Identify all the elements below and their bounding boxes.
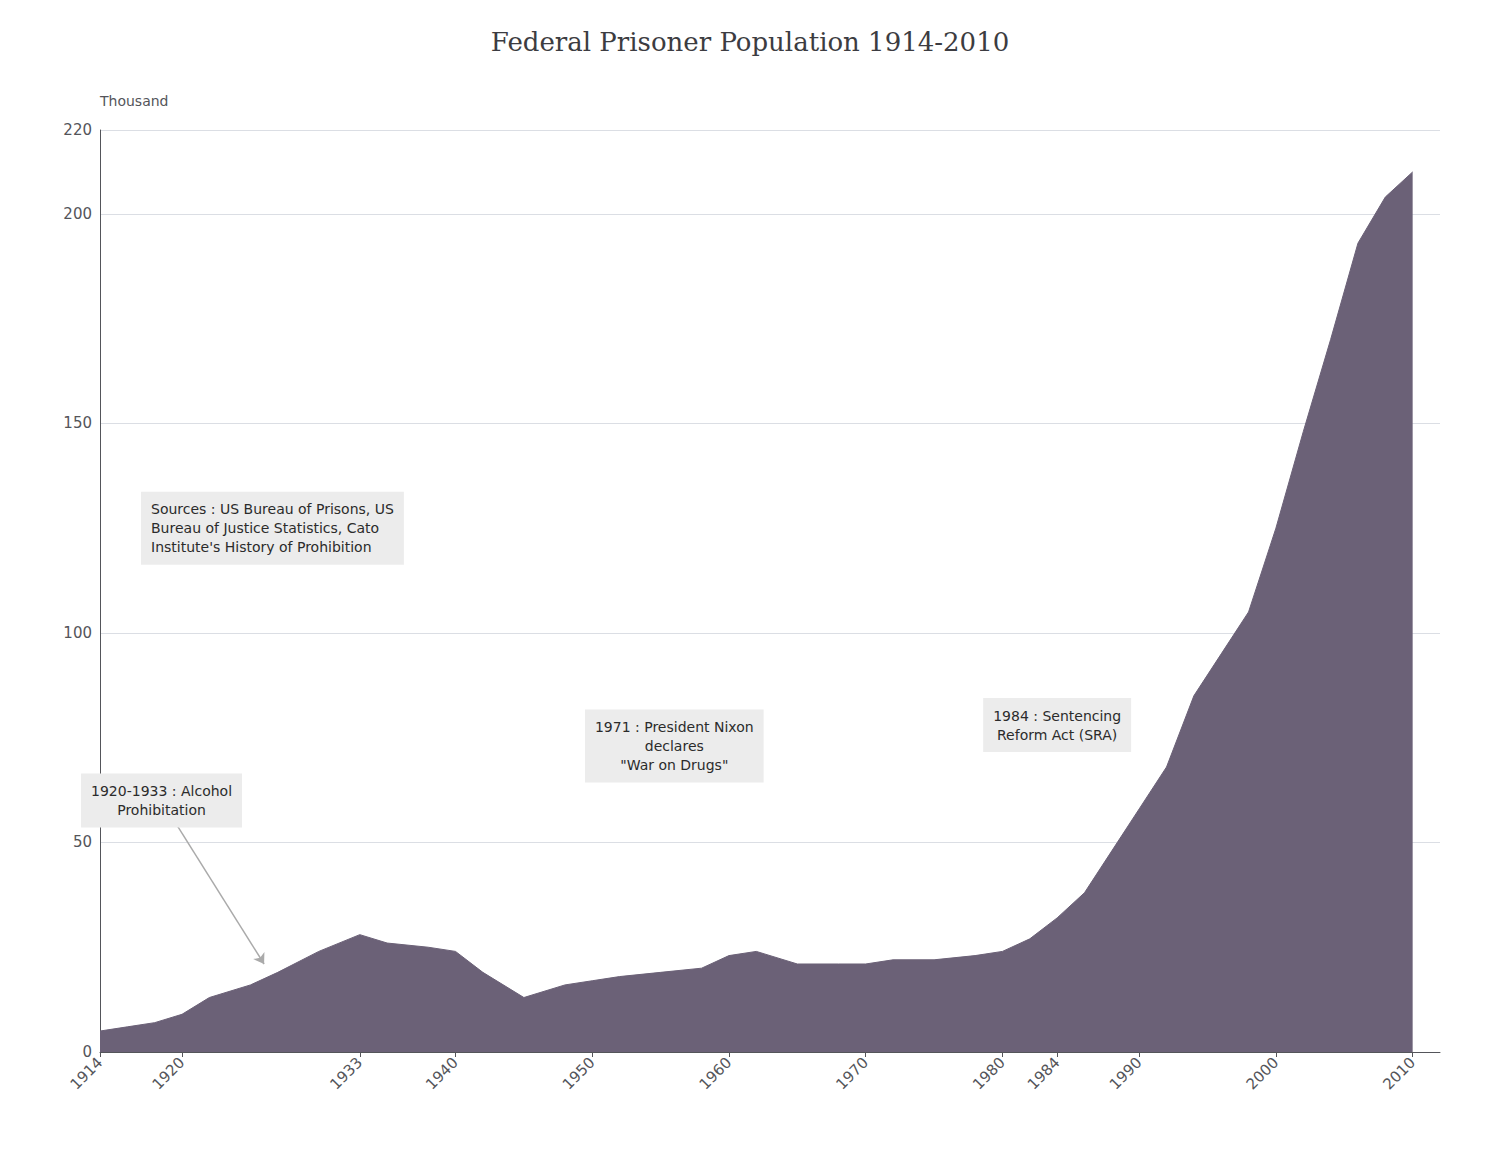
svg-text:2000: 2000 — [1243, 1054, 1283, 1094]
svg-text:1920-1933 : Alcohol: 1920-1933 : Alcohol — [91, 783, 232, 799]
svg-text:Reform Act (SRA): Reform Act (SRA) — [997, 727, 1117, 743]
svg-text:1980: 1980 — [969, 1054, 1009, 1094]
svg-text:0: 0 — [82, 1043, 92, 1061]
svg-text:1971 : President Nixon: 1971 : President Nixon — [595, 719, 754, 735]
svg-text:50: 50 — [73, 833, 92, 851]
svg-text:"War on Drugs": "War on Drugs" — [620, 757, 728, 773]
svg-text:Institute's History of Prohibi: Institute's History of Prohibition — [151, 539, 371, 555]
svg-text:1984 : Sentencing: 1984 : Sentencing — [993, 708, 1121, 724]
svg-text:1970: 1970 — [832, 1054, 872, 1094]
svg-text:1914: 1914 — [67, 1054, 107, 1094]
svg-text:1990: 1990 — [1106, 1054, 1146, 1094]
svg-text:150: 150 — [63, 414, 92, 432]
svg-text:1984: 1984 — [1024, 1054, 1064, 1094]
svg-text:Thousand: Thousand — [99, 93, 169, 109]
svg-text:2010: 2010 — [1379, 1054, 1419, 1094]
svg-text:Sources : US Bureau of Prisons: Sources : US Bureau of Prisons, US — [151, 501, 394, 517]
svg-text:Federal Prisoner Population 19: Federal Prisoner Population 1914-2010 — [491, 27, 1009, 57]
svg-text:declares: declares — [645, 738, 704, 754]
svg-text:1950: 1950 — [559, 1054, 599, 1094]
svg-text:1940: 1940 — [422, 1054, 462, 1094]
svg-text:Prohibitation: Prohibitation — [117, 802, 206, 818]
svg-text:200: 200 — [63, 205, 92, 223]
svg-text:Bureau of Justice Statistics,: Bureau of Justice Statistics, Cato — [151, 520, 379, 536]
svg-text:100: 100 — [63, 624, 92, 642]
svg-text:1933: 1933 — [326, 1054, 366, 1094]
svg-text:220: 220 — [63, 121, 92, 139]
svg-text:1920: 1920 — [149, 1054, 189, 1094]
svg-text:1960: 1960 — [696, 1054, 736, 1094]
